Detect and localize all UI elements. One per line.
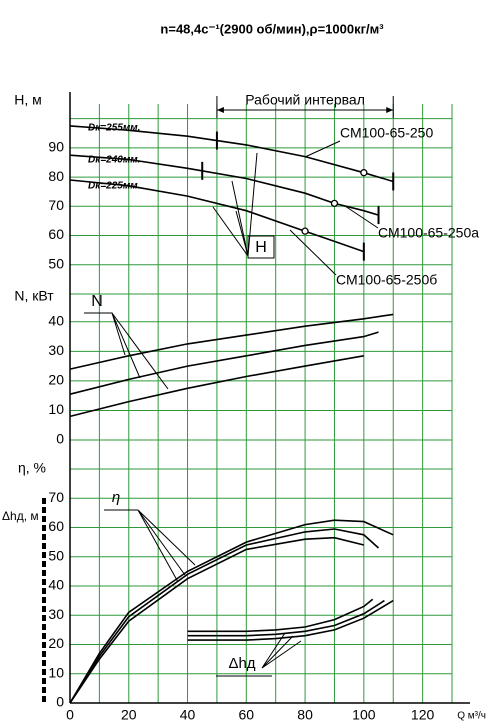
group-label: η <box>112 489 120 506</box>
chart-title: n=48,4с⁻¹(2900 об/мин),ρ=1000кг/м³ <box>160 21 384 36</box>
y-tick-label: 70 <box>48 197 64 213</box>
rated-point <box>360 169 368 177</box>
y-axis-label: Δhд, м <box>2 509 39 523</box>
leader <box>84 312 169 390</box>
y-tick-label: 40 <box>48 312 64 328</box>
leader <box>212 152 258 257</box>
x-tick-label: 80 <box>297 707 313 723</box>
x-tick-label: 20 <box>121 707 137 723</box>
x-tick-label: 40 <box>180 707 196 723</box>
y-tick-label: 10 <box>48 401 64 417</box>
x-tick-label: 0 <box>66 707 74 723</box>
curve <box>69 179 365 253</box>
curve <box>69 355 364 418</box>
curve <box>69 331 379 395</box>
leader <box>104 509 196 583</box>
leader <box>344 205 379 229</box>
y-tick-label: 80 <box>48 168 64 184</box>
y-tick-label: 70 <box>48 489 64 505</box>
model-label: СМ100-65-250а <box>378 225 479 241</box>
x-tick-label: 60 <box>239 707 255 723</box>
x-tick-label: 120 <box>411 707 435 723</box>
y-tick-label: 20 <box>48 372 64 388</box>
curve <box>187 599 385 637</box>
y-tick-label: 30 <box>48 606 64 622</box>
label-box <box>247 235 275 259</box>
curve <box>187 599 394 641</box>
y-tick-label: 50 <box>48 255 64 271</box>
curve <box>69 154 379 216</box>
y-axis-label: H, м <box>14 92 42 108</box>
x-axis-label: Q м³/ч <box>457 711 486 722</box>
leader <box>289 229 337 276</box>
curve <box>69 519 394 704</box>
group-label: Δhд <box>228 655 255 672</box>
curve <box>69 313 394 370</box>
y-axis-label: η, % <box>18 460 46 476</box>
curve-label: Dк=225мм. <box>88 181 140 192</box>
curve <box>69 528 380 704</box>
y-tick-label: 30 <box>48 342 64 358</box>
curve-label: Dк=240мм. <box>88 155 140 166</box>
rated-point <box>330 199 339 208</box>
group-label: N <box>91 293 103 310</box>
y-tick-label: 10 <box>48 664 64 680</box>
y-tick-label: 90 <box>48 139 64 155</box>
y-tick-label: 40 <box>48 577 64 593</box>
leader <box>304 140 341 158</box>
rated-point <box>301 227 309 235</box>
y-axis-label: N, кВт <box>14 288 54 304</box>
group-label: H <box>255 239 267 256</box>
y-tick-label: 0 <box>56 694 64 710</box>
curve-label: Dк=255мм. <box>88 123 140 134</box>
y-tick-label: 60 <box>48 518 64 534</box>
annotation: Рабочий интервал <box>245 92 365 108</box>
model-label: СМ100-65-250б <box>336 272 437 288</box>
leader <box>216 632 302 677</box>
model-label: СМ100-65-250 <box>340 125 433 141</box>
x-tick-label: 100 <box>352 707 376 723</box>
curve <box>69 536 364 704</box>
y-tick-label: 60 <box>48 226 64 242</box>
curve <box>187 598 374 633</box>
y-tick-label: 50 <box>48 547 64 563</box>
grid <box>69 104 453 704</box>
y-tick-label: 20 <box>48 635 64 651</box>
y-tick-label: 0 <box>56 431 64 447</box>
